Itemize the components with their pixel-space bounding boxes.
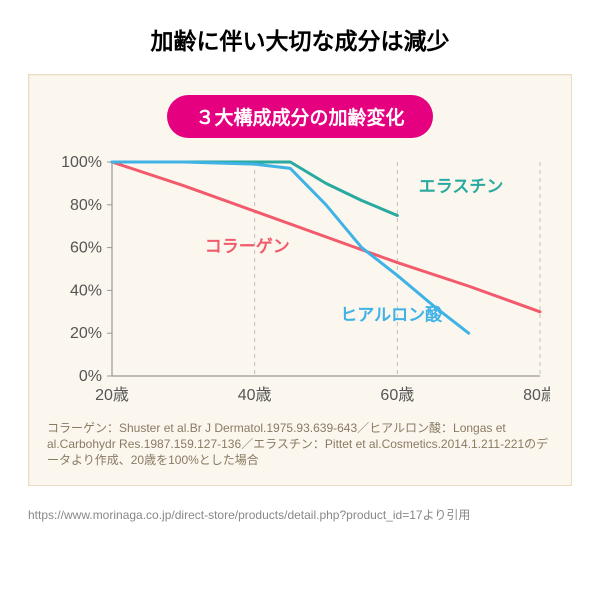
series-label-elastin: エラスチン [419,177,504,196]
svg-text:80歳: 80歳 [523,386,550,404]
svg-text:20歳: 20歳 [95,386,129,404]
svg-text:20%: 20% [70,325,102,342]
chart-subtitle: ３大構成成分の加齢変化 [167,95,432,138]
svg-text:40歳: 40歳 [238,386,272,404]
chart-plot: 20歳 40歳 60歳 80歳 0% 20% 40% 60% 80% 100% エラスチンコラーゲン… [50,156,550,406]
chart-card: ３大構成成分の加齢変化 20歳 40歳 60歳 80歳 0% 20% 40% 60% 80% 10… [28,74,572,486]
source-citation: https://www.morinaga.co.jp/direct-store/… [28,506,572,523]
series-label-hyaluronic: ヒアルロン酸 [340,304,443,324]
svg-text:60歳: 60歳 [380,386,414,404]
series-label-collagen: コラーゲン [205,236,290,256]
page-title: 加齢に伴い大切な成分は減少 [0,0,600,74]
line-chart-svg: 20歳 40歳 60歳 80歳 0% 20% 40% 60% 80% 100% エラスチンコラーゲン… [50,156,550,406]
svg-text:0%: 0% [79,368,102,385]
chart-references: コラーゲン：Shuster et al.Br J Dermatol.1975.9… [47,420,553,469]
svg-text:60%: 60% [70,240,102,257]
svg-text:40%: 40% [70,282,102,299]
svg-text:100%: 100% [61,156,102,171]
svg-text:80%: 80% [70,197,102,214]
